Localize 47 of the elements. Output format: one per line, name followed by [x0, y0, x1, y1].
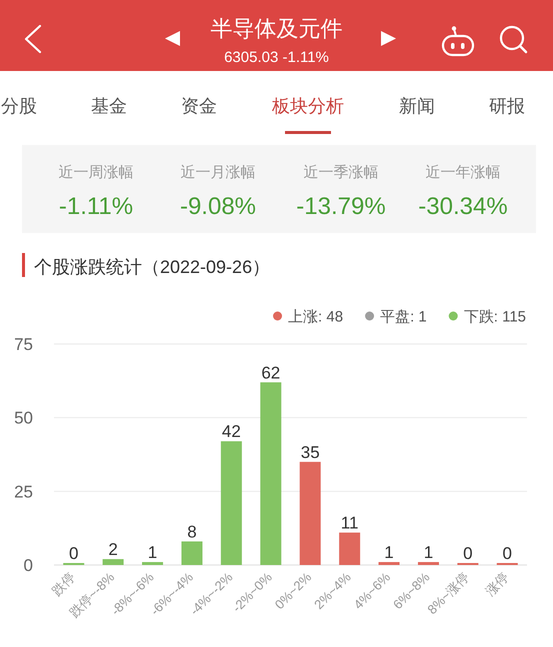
data-label: 11	[340, 514, 358, 533]
text: -1.11%	[58, 193, 134, 220]
text: 近一季涨幅	[304, 164, 378, 181]
x-tick-label: 涨停	[482, 570, 512, 599]
bar	[300, 462, 321, 565]
data-label: 42	[222, 422, 241, 442]
y-tick-label: 75	[14, 335, 33, 354]
text: -13.79%	[296, 193, 386, 220]
data-label: 8	[187, 522, 197, 542]
data-label: 0	[463, 544, 473, 563]
legend-label: 平盘: 1	[380, 308, 427, 326]
y-tick-label: 50	[14, 408, 33, 428]
text: 近一周涨幅	[58, 164, 134, 181]
data-label: 0	[502, 544, 512, 563]
y-tick-label: 0	[24, 556, 33, 575]
text: 分股	[1, 96, 37, 116]
bar	[418, 562, 439, 565]
text: 近一年涨幅	[426, 164, 500, 181]
text: 近一月涨幅	[180, 164, 256, 181]
data-label: 2	[108, 540, 118, 560]
data-label: 1	[148, 543, 158, 562]
data-label: 0	[68, 544, 78, 563]
bar	[378, 562, 400, 565]
text: 基金	[91, 96, 127, 116]
legend-label: 下跌: 115	[464, 308, 526, 326]
text: -30.34%	[418, 193, 508, 220]
data-label: 1	[424, 543, 434, 562]
bar	[181, 541, 202, 565]
text: 板块分析	[271, 96, 344, 116]
data-label: 62	[261, 363, 280, 382]
text: 新闻	[399, 96, 435, 116]
bar	[142, 562, 164, 565]
x-tick-label: 跌停	[48, 570, 78, 599]
text: 半导体及元件	[210, 16, 342, 41]
bar	[260, 382, 282, 565]
text: 资金	[181, 96, 217, 116]
legend-label: 上涨: 48	[288, 308, 344, 326]
bar	[102, 559, 124, 565]
text: 6305.03 -1.11%	[224, 49, 329, 66]
data-label: 1	[384, 543, 394, 562]
bar	[220, 441, 242, 565]
data-label: 35	[300, 442, 320, 462]
text: -9.08%	[180, 193, 256, 220]
y-tick-label: 25	[14, 482, 33, 502]
text: 研报	[489, 96, 525, 116]
chart-title: 个股涨跌统计（2022-09-26）	[34, 257, 270, 277]
bar	[339, 532, 360, 565]
